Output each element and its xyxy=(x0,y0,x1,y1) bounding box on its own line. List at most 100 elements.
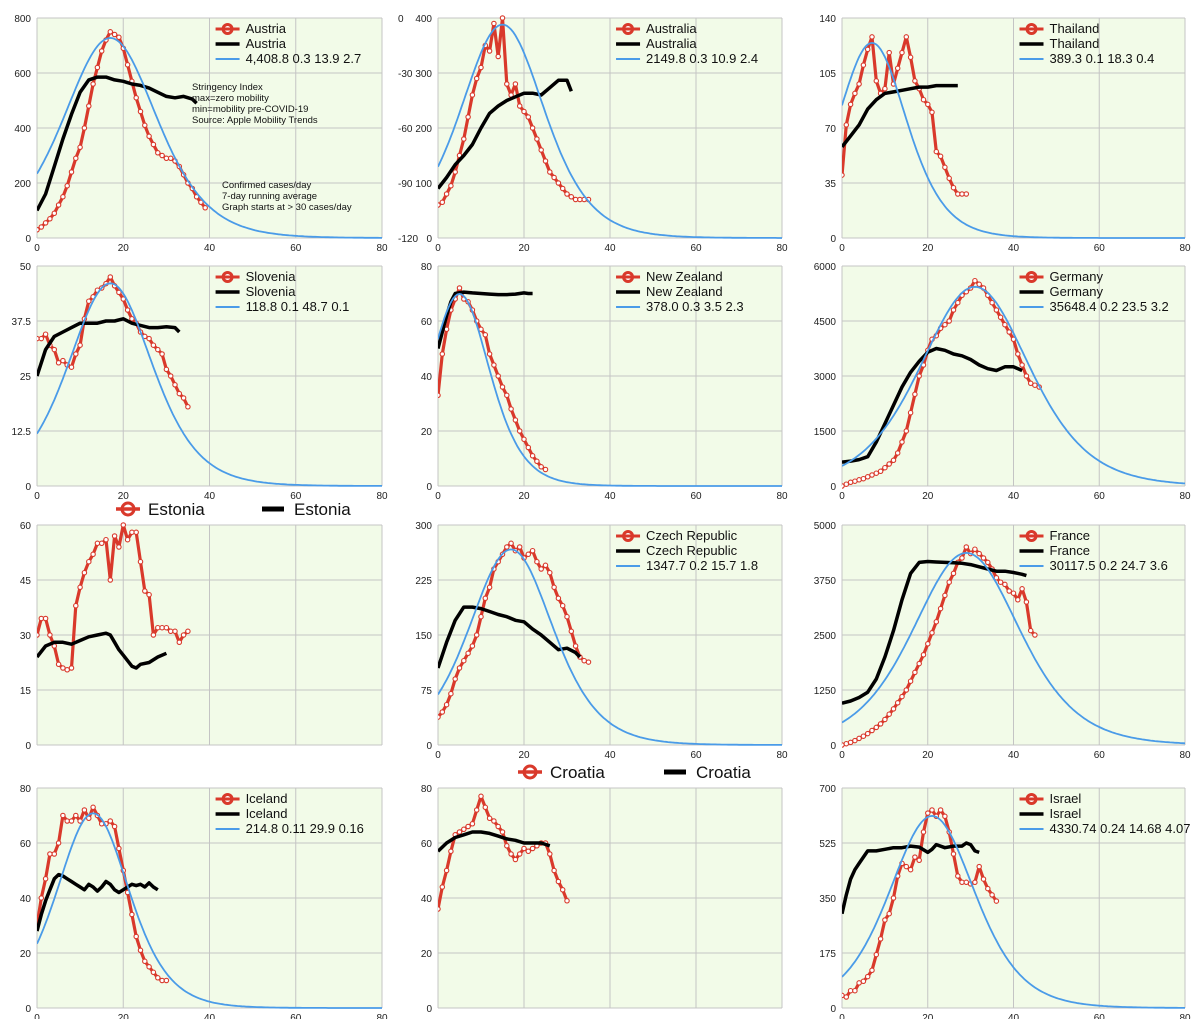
cases-point xyxy=(155,624,161,631)
cases-point xyxy=(137,558,144,565)
cases-point xyxy=(946,318,952,324)
mobility-line xyxy=(37,631,168,670)
cases-point xyxy=(852,987,858,994)
series-group xyxy=(37,29,382,239)
cases-point xyxy=(1032,382,1038,388)
cases-point xyxy=(955,299,961,306)
cases-point xyxy=(842,172,845,178)
cases-point xyxy=(68,364,75,370)
annotation-note: 7-day running average xyxy=(222,191,317,202)
cases-point xyxy=(465,650,471,657)
series-group xyxy=(438,793,570,912)
legend-mobility-label: Thailand xyxy=(1050,36,1100,51)
legend-mobility-label: Israel xyxy=(1050,806,1082,821)
cases-point xyxy=(899,693,905,700)
fit-curve-line xyxy=(438,548,782,746)
y-tick-label: 0 xyxy=(426,741,432,752)
cases-point xyxy=(843,122,850,128)
cases-point xyxy=(469,643,476,649)
series-group xyxy=(438,540,782,746)
cases-point xyxy=(491,818,497,824)
x-tick-label: 80 xyxy=(1179,1013,1191,1019)
cases-point xyxy=(438,714,441,720)
cases-point xyxy=(929,630,935,636)
x-tick-label: 20 xyxy=(118,491,130,502)
y-tick-label: 300 xyxy=(415,69,432,80)
y-tick-label: 30 xyxy=(20,631,32,642)
cases-point xyxy=(478,613,484,620)
cases-point xyxy=(860,475,867,482)
x-tick-label: 60 xyxy=(290,1013,302,1019)
cases-point xyxy=(972,546,978,552)
cases-point xyxy=(448,690,454,697)
cases-point xyxy=(1006,588,1012,594)
fit-curve-line xyxy=(842,551,1185,745)
cases-point xyxy=(538,464,544,470)
cases-point xyxy=(111,533,118,539)
legend-mobility-label: Austria xyxy=(246,36,287,51)
cases-point xyxy=(547,851,553,857)
cases-point xyxy=(439,884,446,890)
cases-point xyxy=(869,967,875,974)
cases-point xyxy=(916,857,922,864)
cases-point xyxy=(847,479,854,486)
x-tick-label: 60 xyxy=(690,750,702,761)
mobility-line xyxy=(842,841,980,915)
y-tick-label: 700 xyxy=(819,784,836,795)
y2-tick-label: -120 xyxy=(398,234,418,245)
cases-point xyxy=(473,807,480,813)
legend-fit-label: 389.3 0.1 18.3 0.4 xyxy=(1050,51,1155,66)
cases-point xyxy=(465,114,471,120)
x-tick-label: 80 xyxy=(376,243,388,254)
mobility-line xyxy=(438,290,533,349)
x-tick-label: 40 xyxy=(1008,491,1020,502)
legend-fit-label: 4330.74 0.24 14.68 4.07 xyxy=(1050,821,1191,836)
cases-point xyxy=(886,711,892,717)
cases-point xyxy=(443,701,450,708)
cases-point xyxy=(864,46,871,53)
legend-mobility-label: Australia xyxy=(646,36,697,51)
legend-mobility-label: Estonia xyxy=(294,500,351,519)
legend-cases-label: Australia xyxy=(646,21,697,36)
mobility-line xyxy=(842,346,1023,464)
cases-point xyxy=(542,466,549,473)
cases-point xyxy=(856,980,862,986)
x-tick-label: 60 xyxy=(1094,491,1106,502)
y-tick-label: 0 xyxy=(830,741,836,752)
fit-curve-line xyxy=(842,41,1185,239)
legend-mobility-label: France xyxy=(1050,543,1090,558)
cases-point xyxy=(163,624,170,631)
annotation-note: Confirmed cases/day xyxy=(222,180,311,191)
x-tick-label: 40 xyxy=(1008,243,1020,254)
cases-point xyxy=(491,362,497,368)
cases-point xyxy=(47,851,53,857)
y-tick-label: 12.5 xyxy=(12,427,32,438)
cases-point xyxy=(486,48,493,54)
cases-point xyxy=(869,727,875,734)
y-tick-label: 525 xyxy=(819,839,836,850)
y-tick-label: 60 xyxy=(20,521,32,532)
cases-point xyxy=(456,285,463,291)
cases-point xyxy=(993,898,1000,904)
x-tick-label: 60 xyxy=(290,243,302,254)
cases-point xyxy=(989,892,995,898)
cases-point xyxy=(972,277,978,284)
cases-point xyxy=(452,169,458,175)
cases-point xyxy=(559,185,566,192)
cases-point xyxy=(60,357,66,364)
cases-point xyxy=(937,807,944,813)
cases-point xyxy=(129,529,135,536)
cases-point xyxy=(529,845,536,852)
x-tick-label: 80 xyxy=(376,491,388,502)
fit-curve-line xyxy=(842,285,1185,485)
cases-point xyxy=(172,628,178,635)
cases-point xyxy=(873,951,880,958)
mobility-line xyxy=(438,78,573,190)
cases-point xyxy=(68,665,75,671)
series-group xyxy=(842,277,1185,489)
legend-mobility-label: Czech Republic xyxy=(646,543,738,558)
cases-point xyxy=(886,910,892,917)
cases-point xyxy=(486,584,493,591)
cases-point xyxy=(937,605,944,612)
